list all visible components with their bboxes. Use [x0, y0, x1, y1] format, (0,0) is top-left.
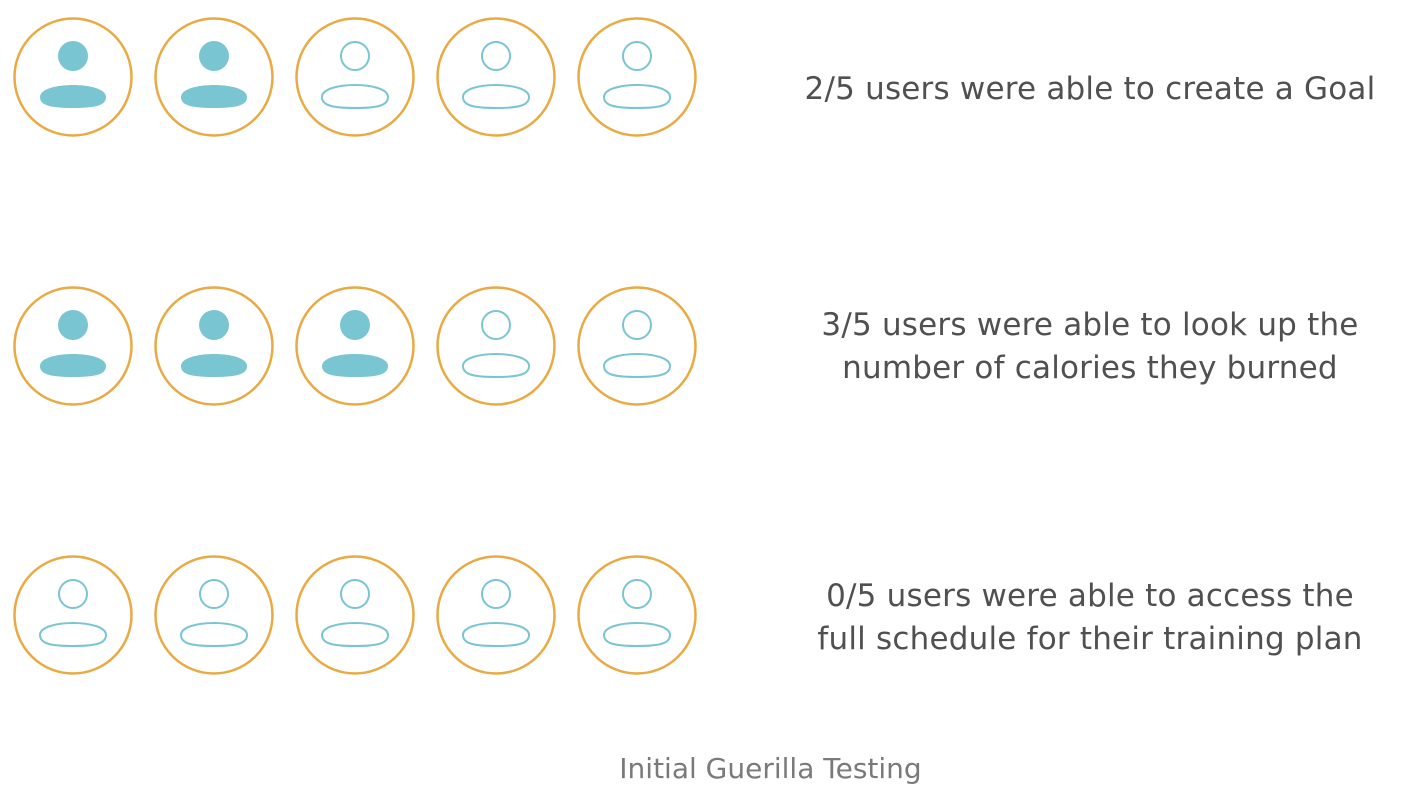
caption-line: 0/5 users were able to access the	[826, 578, 1354, 614]
user-icon-filled	[13, 17, 133, 137]
result-caption: 2/5 users were able to create a Goal	[790, 68, 1390, 111]
user-icon-outline	[577, 555, 697, 675]
user-icon-outline	[436, 286, 556, 406]
caption-line: full schedule for their training plan	[817, 621, 1363, 657]
user-icon-group	[13, 286, 703, 410]
result-row-2: 3/5 users were able to look up the numbe…	[0, 286, 1406, 410]
user-icon-outline	[295, 555, 415, 675]
result-row-3: 0/5 users were able to access the full s…	[0, 555, 1406, 679]
user-icon-outline	[13, 555, 133, 675]
caption-line: 3/5 users were able to look up the	[821, 307, 1359, 343]
user-icon-filled	[154, 286, 274, 406]
user-icon-filled	[154, 17, 274, 137]
caption-line: number of calories they burned	[842, 350, 1338, 386]
result-caption: 3/5 users were able to look up the numbe…	[790, 304, 1390, 390]
user-icon-filled	[295, 286, 415, 406]
user-icon-outline	[577, 17, 697, 137]
diagram-title: Initial Guerilla Testing	[619, 752, 922, 785]
result-caption: 0/5 users were able to access the full s…	[790, 575, 1390, 661]
caption-line: 2/5 users were able to create a Goal	[804, 71, 1376, 107]
user-icon-group	[13, 17, 703, 141]
user-icon-outline	[154, 555, 274, 675]
user-icon-outline	[577, 286, 697, 406]
user-icon-group	[13, 555, 703, 679]
user-icon-outline	[436, 17, 556, 137]
user-icon-filled	[13, 286, 133, 406]
user-icon-outline	[295, 17, 415, 137]
result-row-1: 2/5 users were able to create a Goal	[0, 17, 1406, 141]
user-icon-outline	[436, 555, 556, 675]
